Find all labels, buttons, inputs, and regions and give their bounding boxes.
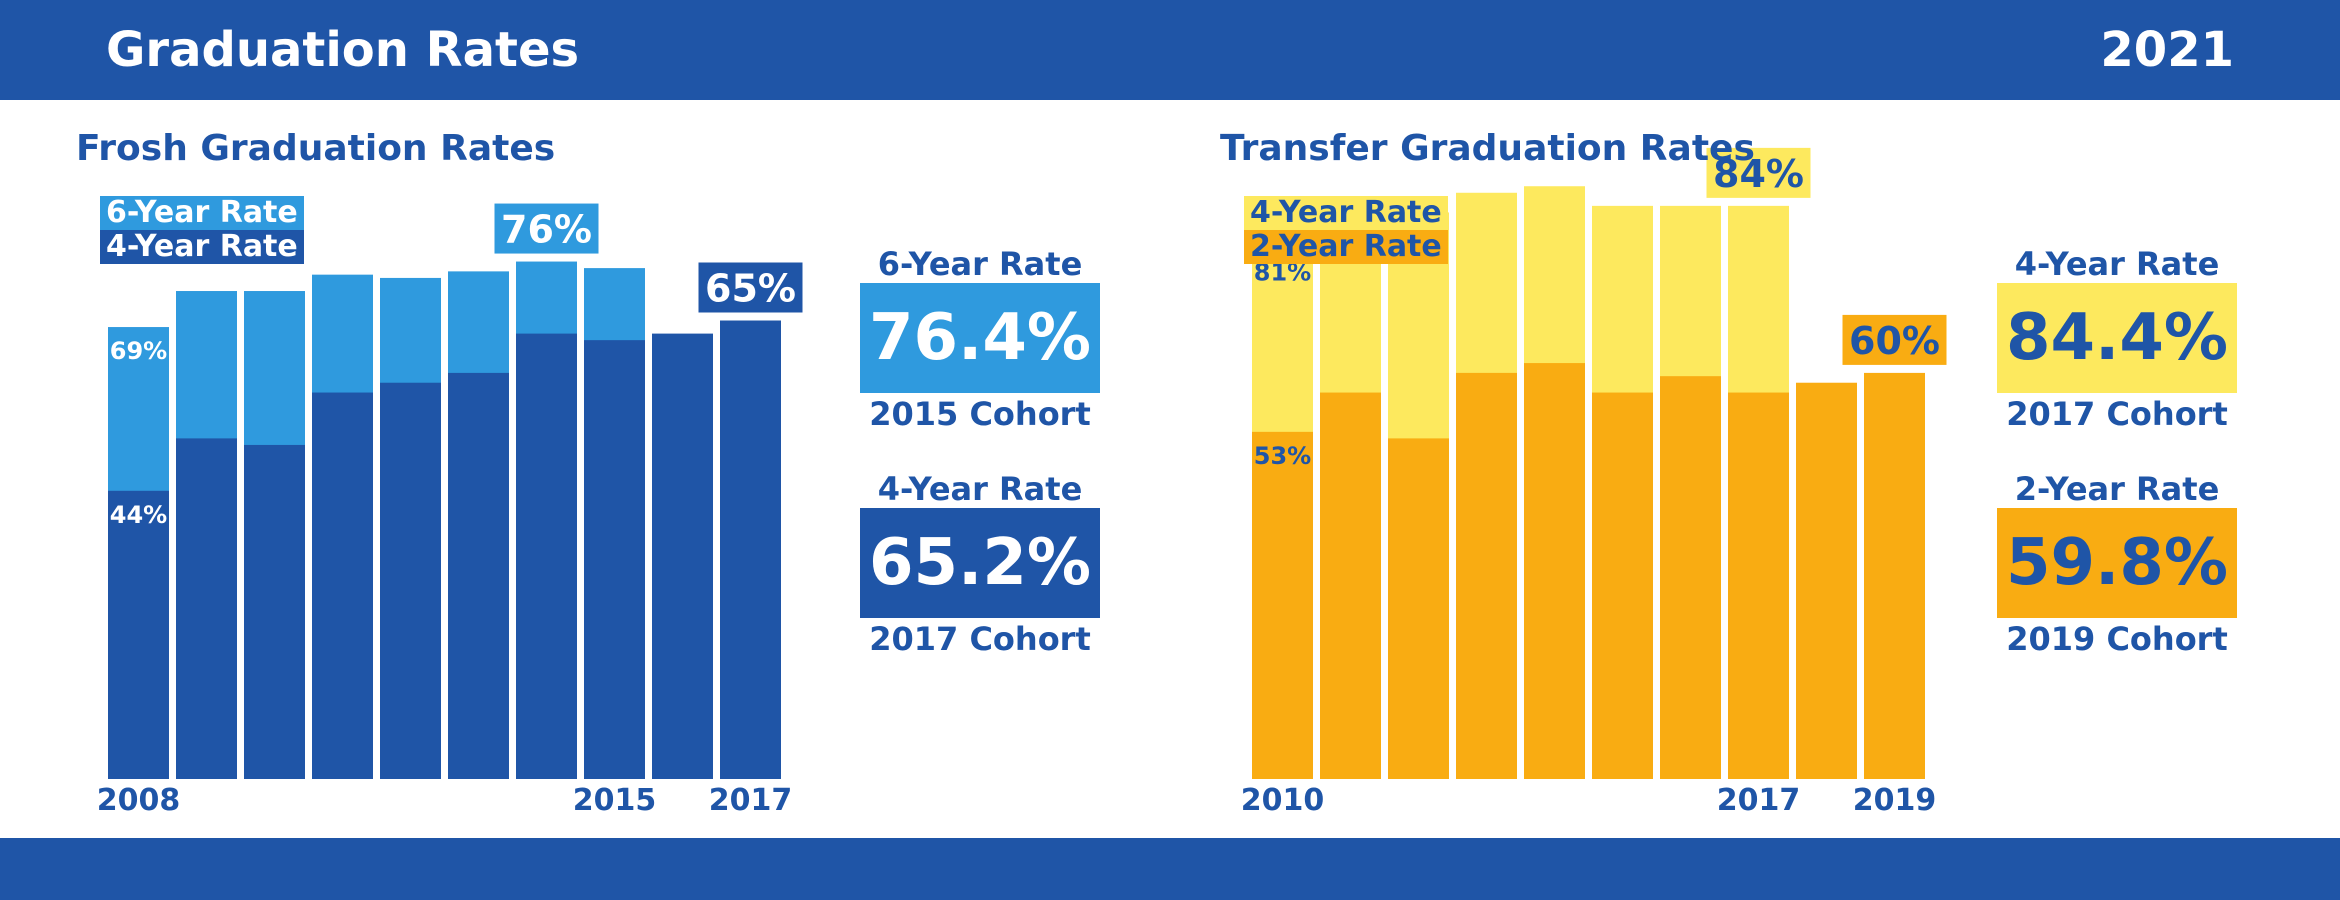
frosh-label-2017-4-year-rate-bg (698, 262, 803, 313)
header-bar: Graduation Rates 2021 (0, 0, 2340, 100)
transfer-legend-4yr: 4-Year Rate (1244, 196, 1448, 230)
transfer-label-2017-4-year-rate: 84% (1713, 152, 1804, 196)
transfer-stat2-value: 59.8% (1997, 508, 2237, 618)
transfer-bar-2-year-rate-2014 (1524, 363, 1585, 779)
transfer-bar-2-year-rate-2017 (1728, 392, 1789, 779)
frosh-bar-4-year-rate-2015 (584, 340, 645, 779)
frosh-label-2014-6-year-rate: 76% (501, 208, 592, 252)
frosh-legend-4yr: 4-Year Rate (100, 230, 304, 264)
page-title: Graduation Rates (106, 22, 580, 78)
frosh-section-title: Frosh Graduation Rates (76, 128, 556, 169)
transfer-bar-2-year-rate-2013 (1456, 372, 1517, 779)
transfer-bar-2-year-rate-2012 (1388, 438, 1449, 779)
transfer-legend-2yr: 2-Year Rate (1244, 230, 1448, 264)
frosh-label-2008-6-year-rate: 69% (110, 337, 167, 365)
frosh-bar-4-year-rate-2017 (720, 320, 781, 779)
transfer-bar-2-year-rate-2015 (1592, 392, 1653, 779)
frosh-label-2014-6-year-rate-bg (494, 203, 599, 254)
report-year: 2021 (2100, 22, 2234, 78)
transfer-label-2019-2-year-rate: 60% (1849, 319, 1940, 363)
transfer-x-tick-2010: 2010 (1241, 783, 1325, 818)
frosh-stat1-value: 76.4% (860, 283, 1100, 393)
frosh-stat1-label: 6-Year Rate (877, 245, 1083, 283)
frosh-label-2017-4-year-rate: 65% (705, 267, 796, 311)
footer-bar (0, 838, 2340, 900)
transfer-label-2010-2-year-rate: 53% (1254, 442, 1311, 470)
transfer-stat2-label: 2-Year Rate (2014, 470, 2220, 508)
transfer-section-title: Transfer Graduation Rates (1220, 128, 1755, 169)
transfer-stat2-cohort: 2019 Cohort (2006, 620, 2228, 658)
frosh-bar-4-year-rate-2012 (380, 382, 441, 779)
frosh-stat2-label: 4-Year Rate (877, 470, 1083, 508)
frosh-x-tick-2008: 2008 (97, 783, 181, 818)
transfer-stat1-label: 4-Year Rate (2014, 245, 2220, 283)
frosh-legend-6yr: 6-Year Rate (100, 196, 304, 230)
transfer-bar-2-year-rate-2019 (1864, 372, 1925, 779)
transfer-bar-2-year-rate-2018 (1796, 382, 1857, 779)
frosh-stat1-cohort: 2015 Cohort (869, 395, 1091, 433)
transfer-bar-2-year-rate-2010 (1252, 431, 1313, 779)
frosh-bar-4-year-rate-2014 (516, 333, 577, 779)
transfer-stat1-cohort: 2017 Cohort (2006, 395, 2228, 433)
frosh-bar-4-year-rate-2013 (448, 372, 509, 779)
frosh-bar-4-year-rate-2010 (244, 444, 305, 779)
frosh-bar-4-year-rate-2008 (108, 490, 169, 779)
transfer-x-tick-2017: 2017 (1717, 783, 1801, 818)
transfer-label-2017-4-year-rate-bg (1706, 147, 1811, 198)
frosh-x-tick-2015: 2015 (573, 783, 657, 818)
transfer-x-tick-2019: 2019 (1853, 783, 1937, 818)
frosh-bar-4-year-rate-2011 (312, 392, 373, 779)
frosh-label-2008-4-year-rate: 44% (110, 501, 167, 529)
transfer-bar-2-year-rate-2011 (1320, 392, 1381, 779)
frosh-bar-4-year-rate-2009 (176, 438, 237, 779)
transfer-stat1-value: 84.4% (1997, 283, 2237, 393)
frosh-bar-4-year-rate-2016 (652, 333, 713, 779)
frosh-stat2-cohort: 2017 Cohort (869, 620, 1091, 658)
transfer-bar-2-year-rate-2016 (1660, 376, 1721, 779)
frosh-x-tick-2017: 2017 (709, 783, 793, 818)
frosh-stat2-value: 65.2% (860, 508, 1100, 618)
transfer-label-2019-2-year-rate-bg (1842, 314, 1947, 365)
